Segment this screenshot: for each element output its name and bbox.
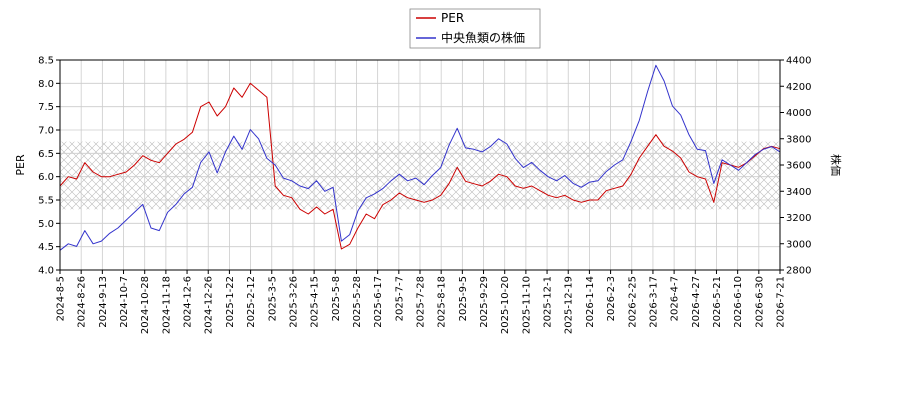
x-tick-label: 2024-10-7 <box>119 276 130 328</box>
right-axis-title: 株価 <box>829 154 843 176</box>
left-tick-label: 6.5 <box>38 149 54 160</box>
right-tick-label: 4200 <box>786 82 811 93</box>
x-tick-label: 2025-6-17 <box>373 276 384 328</box>
grid <box>59 59 781 271</box>
right-tick-label: 3800 <box>786 134 811 145</box>
right-axis-ticks: 2800 3000 3200 3400 3600 3800 4000 4200 4400 <box>780 56 811 277</box>
x-tick-label: 2025-10-20 <box>500 276 511 334</box>
x-tick-label: 2026-4-7 <box>670 276 681 321</box>
series-line-per <box>59 82 781 250</box>
x-tick-label: 2025-3-5 <box>267 276 278 321</box>
left-tick-label: 8.0 <box>38 79 54 90</box>
right-tick-label: 2800 <box>786 266 811 277</box>
x-tick-label: 2024-9-13 <box>98 276 109 328</box>
x-tick-label: 2025-11-10 <box>521 276 532 334</box>
right-tick-label: 3200 <box>786 213 811 224</box>
x-axis-ticks: 2024-8-5 2024-8-26 2024-9-13 2024-10-7 2024-… <box>56 270 787 334</box>
left-tick-label: 5.5 <box>38 196 54 207</box>
left-tick-label: 7.0 <box>38 126 54 137</box>
x-tick-label: 2025-5-8 <box>331 276 342 321</box>
right-tick-label: 4000 <box>786 108 811 119</box>
series-line-stock-price <box>59 64 781 251</box>
left-tick-label: 8.5 <box>38 56 54 67</box>
right-tick-label: 3600 <box>786 161 811 172</box>
right-tick-label: 3000 <box>786 239 811 250</box>
x-tick-label: 2025-4-15 <box>310 276 321 328</box>
x-tick-label: 2025-1-22 <box>225 276 236 328</box>
x-tick-label: 2026-7-21 <box>776 276 787 328</box>
right-tick-label: 4400 <box>786 56 811 67</box>
x-tick-label: 2025-7-28 <box>416 276 427 328</box>
x-tick-label: 2025-9-29 <box>479 276 490 328</box>
x-tick-label: 2024-8-26 <box>77 276 88 328</box>
x-tick-label: 2026-2-25 <box>627 276 638 328</box>
x-tick-label: 2025-2-12 <box>246 276 257 328</box>
x-tick-label: 2026-6-10 <box>733 276 744 328</box>
x-tick-label: 2025-12-19 <box>564 276 575 334</box>
x-tick-label: 2025-3-26 <box>288 276 299 328</box>
x-tick-label: 2026-1-14 <box>585 276 596 328</box>
series-lines <box>59 64 781 251</box>
left-axis-title: PER <box>14 154 27 176</box>
x-tick-label: 2025-12-1 <box>543 276 554 328</box>
x-tick-label: 2026-2-3 <box>606 276 617 321</box>
x-tick-label: 2024-11-18 <box>161 276 172 334</box>
x-tick-label: 2024-12-6 <box>183 276 194 328</box>
left-tick-label: 7.5 <box>38 102 54 113</box>
left-tick-label: 5.0 <box>38 219 54 230</box>
legend-box <box>409 8 541 49</box>
x-tick-label: 2026-6-30 <box>754 276 765 328</box>
x-tick-label: 2026-4-27 <box>691 276 702 328</box>
left-tick-label: 4.0 <box>38 266 54 277</box>
left-axis-ticks: 4.0 4.5 5.0 5.5 6.0 6.5 7.0 7.5 8.0 8.5 <box>38 56 60 277</box>
x-tick-label: 2026-5-21 <box>712 276 723 328</box>
x-tick-label: 2025-7-7 <box>394 276 405 321</box>
left-tick-label: 6.0 <box>38 172 54 183</box>
legend-label-stock-price: 中央魚類の株価 <box>441 30 525 45</box>
left-tick-label: 4.5 <box>38 242 54 253</box>
legend: PER 中央魚類の株価 <box>409 8 541 49</box>
x-tick-label: 2024-8-5 <box>56 276 67 321</box>
x-tick-label: 2025-9-5 <box>458 276 469 321</box>
x-tick-label: 2024-10-28 <box>140 276 151 334</box>
x-tick-label: 2025-5-28 <box>352 276 363 328</box>
x-tick-label: 2026-3-17 <box>648 276 659 328</box>
legend-label-per: PER <box>441 11 464 25</box>
right-tick-label: 3400 <box>786 187 811 198</box>
x-tick-label: 2025-8-18 <box>437 276 448 328</box>
x-tick-label: 2024-12-26 <box>204 276 215 334</box>
